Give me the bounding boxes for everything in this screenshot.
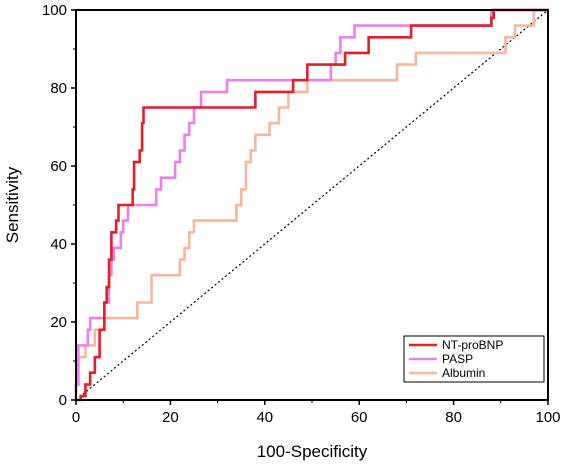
y-tick-label: 40 bbox=[50, 236, 67, 253]
x-tick-label: 0 bbox=[72, 409, 80, 426]
y-tick-label: 20 bbox=[50, 314, 67, 331]
legend-label: PASP bbox=[442, 352, 473, 366]
y-tick-label: 100 bbox=[42, 2, 67, 19]
y-tick-label: 80 bbox=[50, 80, 67, 97]
legend-label: NT-proBNP bbox=[442, 338, 503, 352]
x-tick-label: 80 bbox=[445, 409, 462, 426]
y-axis-title: Sensitivity bbox=[3, 166, 22, 243]
y-tick-label: 60 bbox=[50, 158, 67, 175]
reference-line-layer bbox=[75, 9, 549, 401]
x-tick-label: 60 bbox=[351, 409, 368, 426]
x-tick-label: 40 bbox=[256, 409, 273, 426]
x-tick-label: 20 bbox=[162, 409, 179, 426]
y-axis-ticks: 0 20 40 60 80 100 bbox=[42, 2, 76, 409]
y-tick-label: 0 bbox=[59, 392, 67, 409]
x-tick-label: 100 bbox=[535, 409, 560, 426]
x-axis-ticks: 0 20 40 60 80 100 bbox=[72, 400, 561, 426]
x-axis-title: 100-Specificity bbox=[257, 442, 368, 461]
reference-diagonal-line bbox=[75, 9, 549, 401]
series-line-nt-probnp bbox=[76, 8, 548, 402]
legend-label: Albumin bbox=[442, 366, 485, 380]
series-layer bbox=[74, 8, 548, 402]
